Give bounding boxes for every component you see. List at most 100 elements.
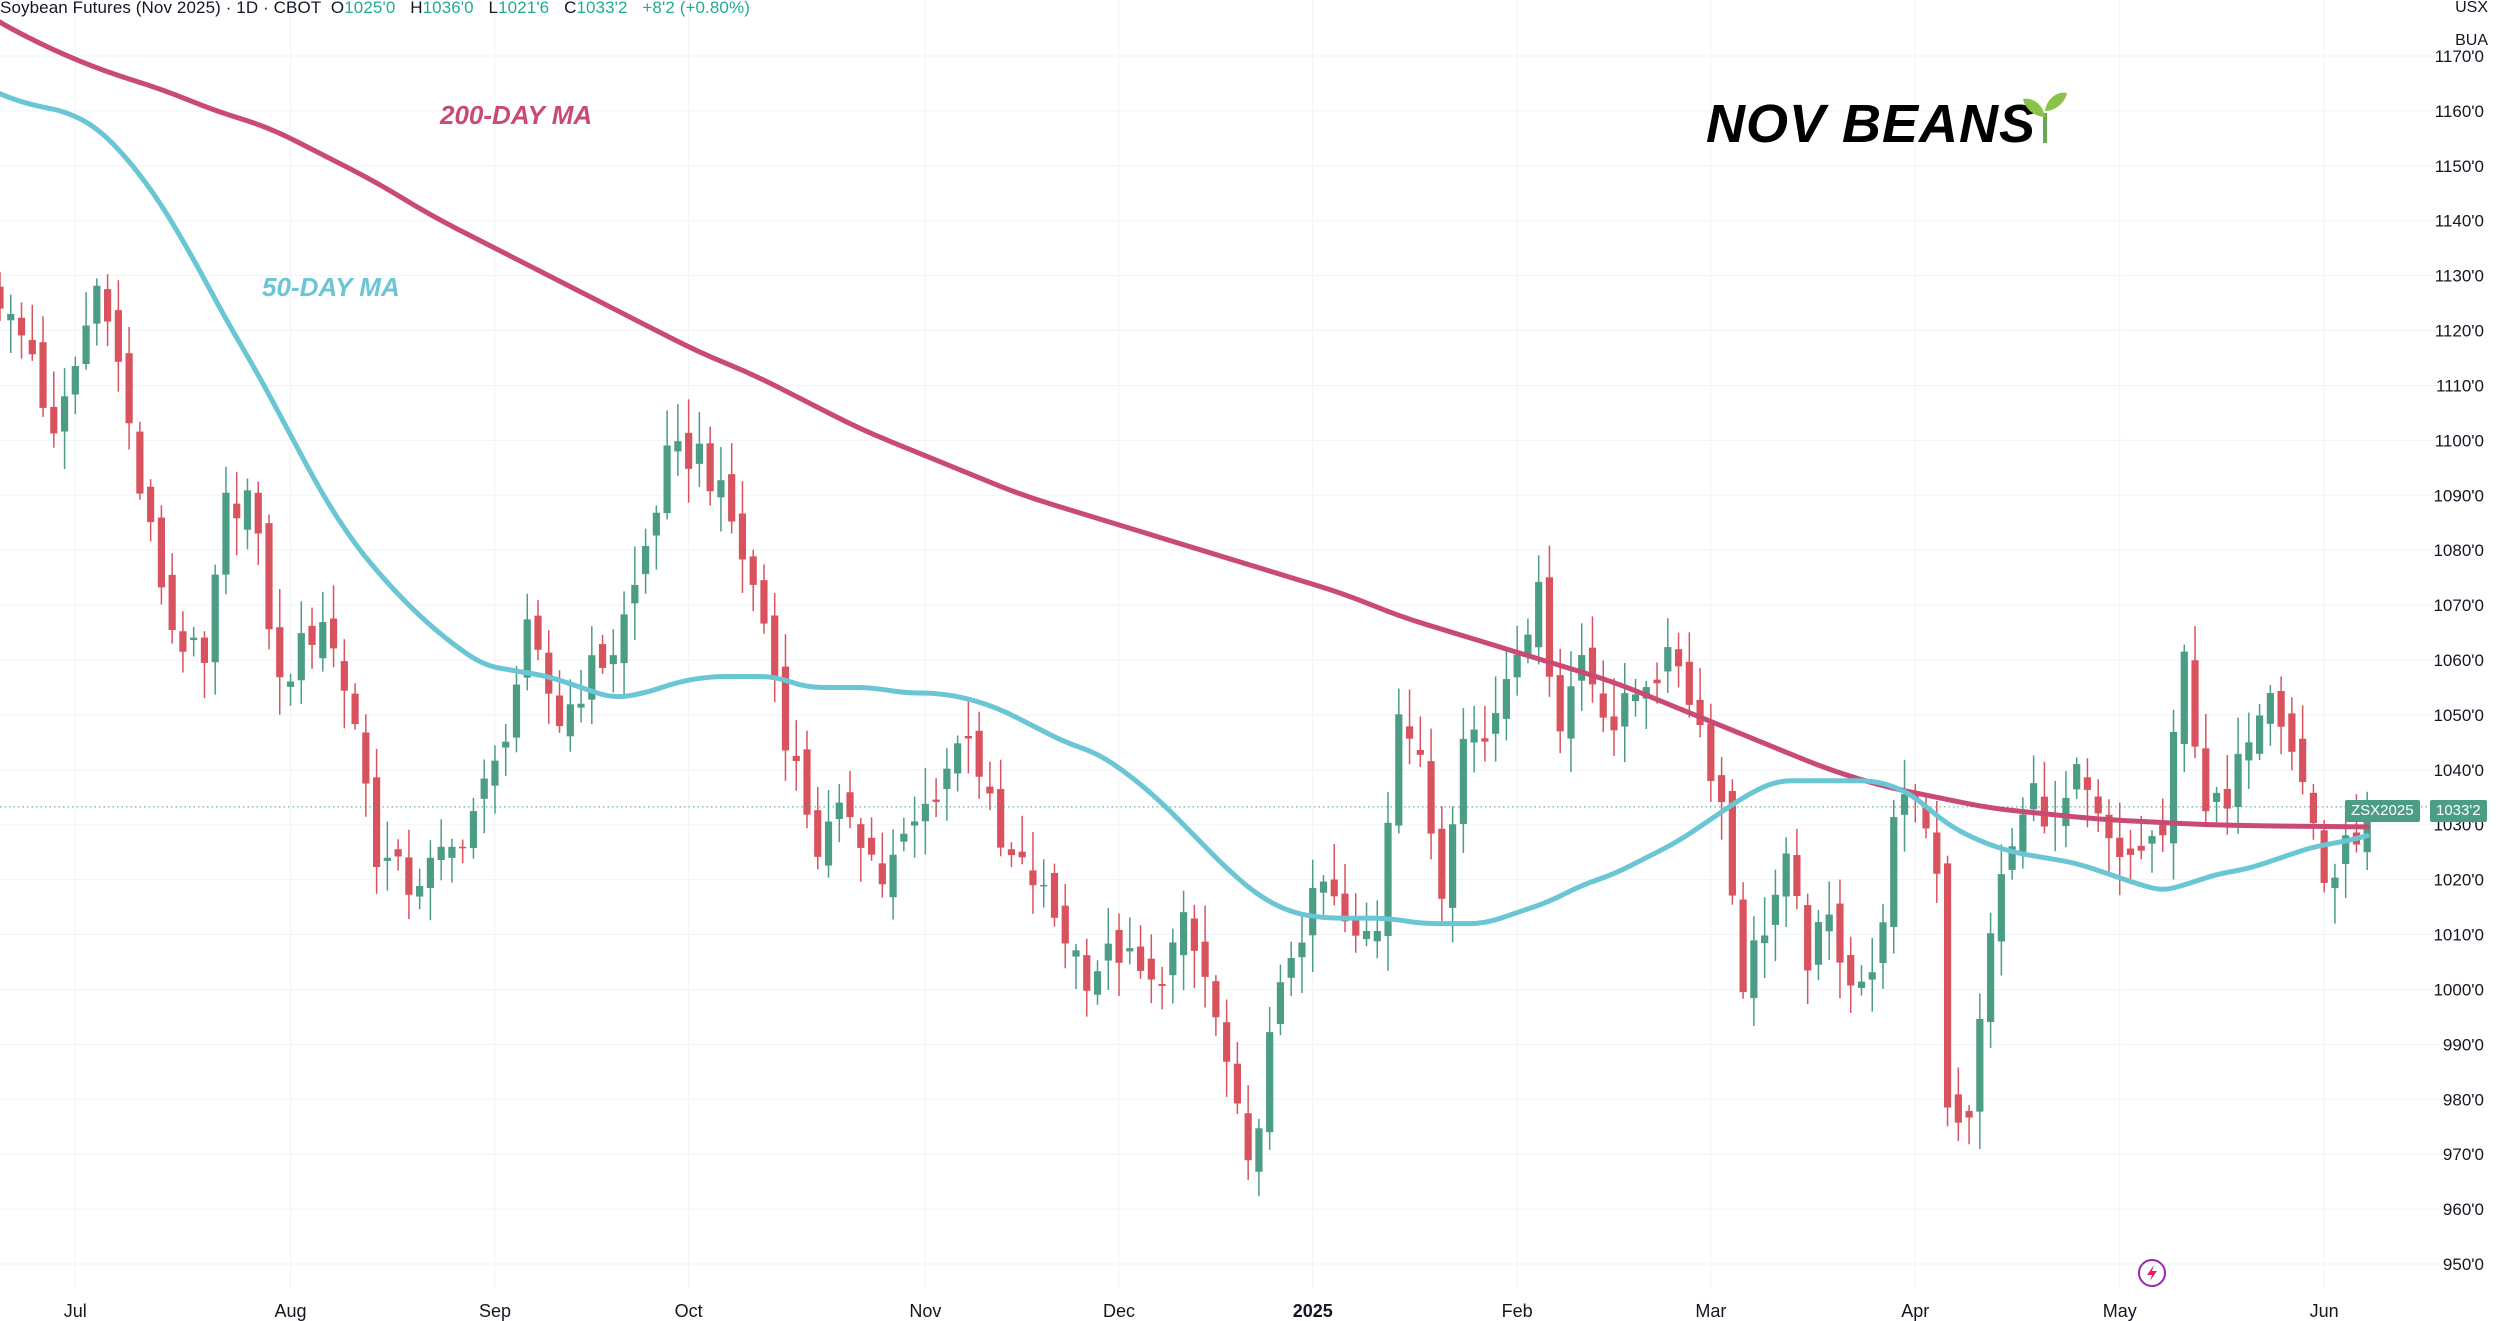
measure-unit[interactable]: BUA: [2455, 32, 2488, 49]
candle-down: [986, 786, 994, 794]
last-price-tag: 1033'2: [2430, 800, 2487, 822]
candles-layer: [0, 272, 2440, 1197]
candle-up: [1513, 654, 1521, 678]
time-tick-label: Oct: [675, 1301, 703, 1321]
candle-down: [200, 637, 209, 663]
high-key: H: [410, 0, 423, 17]
time-axis[interactable]: JulAugSepOctNovDec2025FebMarAprMayJunJul: [64, 1301, 2500, 1321]
candle-up: [437, 846, 445, 861]
price-tick-label: 1000'0: [2433, 980, 2484, 999]
candle-up: [1319, 881, 1328, 893]
candle-down: [1739, 899, 1747, 993]
price-axis[interactable]: 950'0 960'0 970'0 980'0 990'0 1000'0 1010'0 102…: [2433, 47, 2484, 1274]
candle-up: [1395, 714, 1403, 826]
candle-up: [652, 512, 660, 536]
candle-up: [911, 821, 919, 826]
candle-down: [265, 523, 273, 630]
candle-down: [1416, 749, 1424, 755]
candle-up: [1169, 942, 1177, 976]
time-tick-label: 2025: [1293, 1301, 1333, 1321]
candle-up: [1750, 940, 1758, 999]
candle-up: [297, 633, 305, 681]
candle-up: [1255, 1128, 1263, 1172]
ma50-line[interactable]: [0, 78, 2370, 927]
candle-up: [1502, 679, 1510, 719]
candle-down: [1556, 675, 1564, 732]
candle-down: [136, 431, 144, 494]
candle-down: [1244, 1113, 1252, 1161]
candle-down: [555, 695, 564, 727]
low-value: 1021'6: [498, 0, 550, 17]
candle-up: [1900, 794, 1909, 815]
currency-unit[interactable]: USX: [2455, 0, 2488, 16]
candle-down: [1029, 870, 1037, 886]
candle-up: [1997, 874, 2005, 942]
candle-down: [1427, 761, 1435, 834]
candle-up: [1104, 943, 1112, 961]
candle-up: [502, 741, 510, 748]
candle-down: [2320, 830, 2328, 883]
ma200-line[interactable]: [0, 1, 2370, 830]
time-tick-label: Aug: [275, 1301, 307, 1321]
price-tick-label: 980'0: [2443, 1090, 2484, 1109]
candle-down: [2299, 738, 2307, 782]
close-key: C: [564, 0, 577, 17]
price-tick-label: 950'0: [2443, 1255, 2484, 1274]
symbol-name[interactable]: Soybean Futures (Nov 2025) · 1D · CBOT: [0, 0, 322, 17]
candle-up: [588, 655, 596, 700]
candle-down: [1330, 879, 1338, 897]
price-tick-label: 1080'0: [2433, 541, 2484, 560]
candle-down: [932, 799, 940, 802]
candle-down: [2309, 792, 2317, 824]
lightning-icon[interactable]: [2138, 1259, 2166, 1287]
candle-down: [1588, 647, 1597, 685]
candle-up: [1040, 884, 1048, 887]
candle-up: [642, 545, 650, 575]
candle-down: [749, 556, 757, 585]
price-tick-label: 1110'0: [2436, 376, 2484, 395]
candle-up: [480, 778, 488, 799]
candle-down: [1685, 661, 1693, 705]
candle-up: [82, 325, 90, 365]
candle-down: [1007, 849, 1016, 856]
price-tick-label: 1140'0: [2435, 212, 2484, 231]
candle-down: [1115, 930, 1123, 963]
price-tick-label: 1070'0: [2433, 596, 2484, 615]
candle-up: [60, 396, 69, 432]
candle-up: [1825, 914, 1833, 932]
candle-up: [954, 743, 962, 774]
candle-down: [2126, 848, 2135, 855]
candle-up: [921, 803, 929, 822]
close-value: 1033'2: [576, 0, 628, 17]
candle-up: [1976, 1018, 1984, 1112]
candle-down: [1718, 775, 1726, 803]
candle-up: [1771, 894, 1779, 925]
candle-down: [814, 810, 822, 857]
candle-down: [1147, 958, 1155, 980]
time-tick-label: May: [2103, 1301, 2137, 1321]
candle-up: [2169, 732, 2178, 844]
candle-up: [835, 802, 843, 819]
candle-down: [2202, 748, 2210, 812]
candle-down: [168, 574, 176, 631]
candle-down: [2159, 822, 2167, 836]
time-tick-label: Apr: [1901, 1301, 1929, 1321]
candle-down: [1674, 649, 1683, 667]
candle-up: [71, 366, 79, 395]
candle-down: [728, 474, 736, 522]
candle-down: [534, 615, 542, 650]
candle-down: [17, 317, 26, 336]
candle-up: [824, 821, 833, 866]
candle-up: [1492, 713, 1500, 734]
candle-down: [1201, 941, 1209, 977]
candle-up: [1309, 887, 1317, 936]
candle-down: [2105, 814, 2113, 839]
candle-up: [1093, 971, 1102, 995]
candle-up: [2342, 835, 2350, 864]
candle-down: [1696, 699, 1704, 726]
candle-down: [1190, 918, 1198, 951]
candle-down: [362, 732, 370, 784]
symbol-legend[interactable]: Soybean Futures (Nov 2025) · 1D · CBOT O…: [0, 0, 750, 18]
candle-down: [50, 406, 58, 434]
